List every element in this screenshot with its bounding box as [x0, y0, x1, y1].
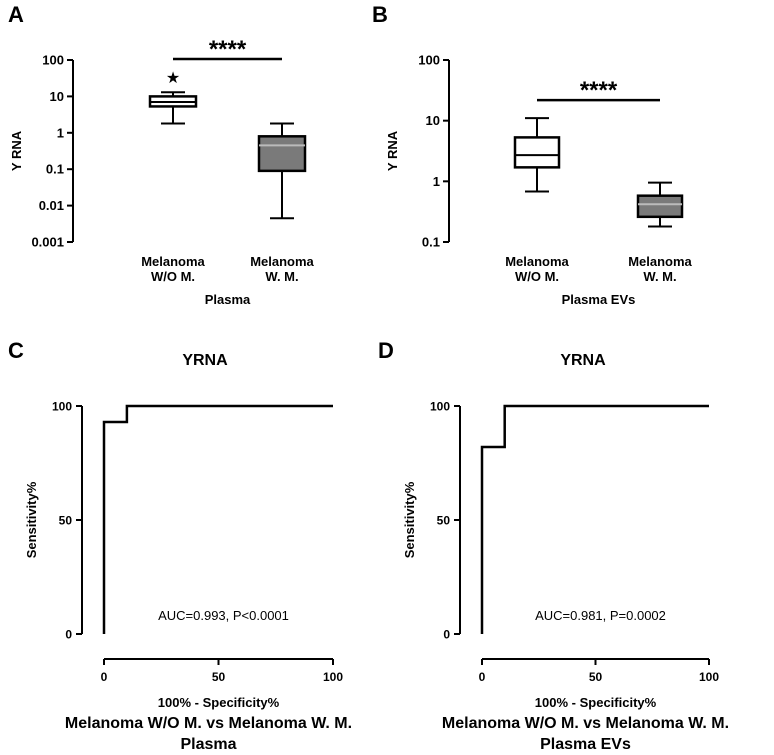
significance-label: **** — [209, 36, 247, 63]
y-tick-label: 100 — [418, 53, 440, 68]
y-tick-label: 0.1 — [422, 235, 440, 250]
x-axis-label: Plasma — [205, 292, 251, 307]
category-label: W. M. — [265, 269, 298, 284]
y-tick-label: 0.01 — [39, 198, 64, 213]
y-tick-label: 100 — [42, 53, 64, 68]
x-axis-label: 100% - Specificity% — [535, 695, 657, 710]
category-label: W/O M. — [151, 269, 195, 284]
panel-caption: Plasma — [180, 736, 236, 753]
category-label: Melanoma — [250, 254, 314, 269]
y-tick-label: 50 — [59, 514, 73, 528]
y-tick-label: 100 — [430, 400, 450, 414]
y-tick-label: 100 — [52, 400, 72, 414]
y-tick-label: 10 — [426, 113, 440, 128]
category-label: W. M. — [643, 269, 676, 284]
roc-curve — [480, 404, 709, 634]
y-tick-label: 0.001 — [31, 235, 64, 250]
box — [636, 194, 684, 219]
roc-curve — [102, 404, 333, 634]
y-axis-label: Y RNA — [385, 130, 400, 171]
box — [257, 135, 307, 173]
y-axis-label: Sensitivity% — [402, 481, 417, 558]
x-tick-label: 50 — [212, 670, 226, 684]
panel-letter: A — [8, 2, 24, 27]
significance-label: **** — [580, 77, 618, 104]
outlier-marker: ★ — [166, 70, 180, 87]
y-tick-label: 1 — [433, 174, 440, 189]
y-tick-label: 0 — [443, 628, 450, 642]
panel-caption: Melanoma W/O M. vs Melanoma W. M. — [442, 715, 729, 732]
y-axis-label: Sensitivity% — [24, 481, 39, 558]
x-tick-label: 50 — [589, 670, 603, 684]
category-label: Melanoma — [628, 254, 692, 269]
category-label: Melanoma — [141, 254, 205, 269]
y-tick-label: 0.1 — [46, 162, 64, 177]
panel-caption: Melanoma W/O M. vs Melanoma W. M. — [65, 715, 352, 732]
category-label: W/O M. — [515, 269, 559, 284]
panel-letter: C — [8, 338, 24, 363]
panel-letter: D — [378, 338, 394, 363]
x-axis-label: Plasma EVs — [562, 292, 636, 307]
auc-annotation: AUC=0.993, P<0.0001 — [158, 608, 289, 623]
y-axis-label: Y RNA — [9, 130, 24, 171]
x-tick-label: 100 — [323, 670, 343, 684]
x-tick-label: 0 — [479, 670, 486, 684]
y-tick-label: 10 — [50, 89, 64, 104]
panel-d: D YRNA 0 50 100 0 50 100 Sensitivity% 100% - Spec… — [378, 338, 729, 753]
x-tick-label: 100 — [699, 670, 719, 684]
y-tick-label: 1 — [57, 125, 64, 140]
chart-title: YRNA — [182, 352, 228, 369]
panel-c: C YRNA 0 50 100 0 50 100 Sensitivity% 100% - Spec… — [8, 338, 352, 753]
x-tick-label: 0 — [101, 670, 108, 684]
panel-letter: B — [372, 2, 388, 27]
category-label: Melanoma — [505, 254, 569, 269]
y-tick-label: 50 — [437, 514, 451, 528]
panel-caption: Plasma EVs — [540, 736, 631, 753]
auc-annotation: AUC=0.981, P=0.0002 — [535, 608, 666, 623]
chart-title: YRNA — [560, 352, 606, 369]
y-tick-label: 0 — [65, 628, 72, 642]
box — [513, 136, 561, 169]
x-axis-label: 100% - Specificity% — [158, 695, 280, 710]
